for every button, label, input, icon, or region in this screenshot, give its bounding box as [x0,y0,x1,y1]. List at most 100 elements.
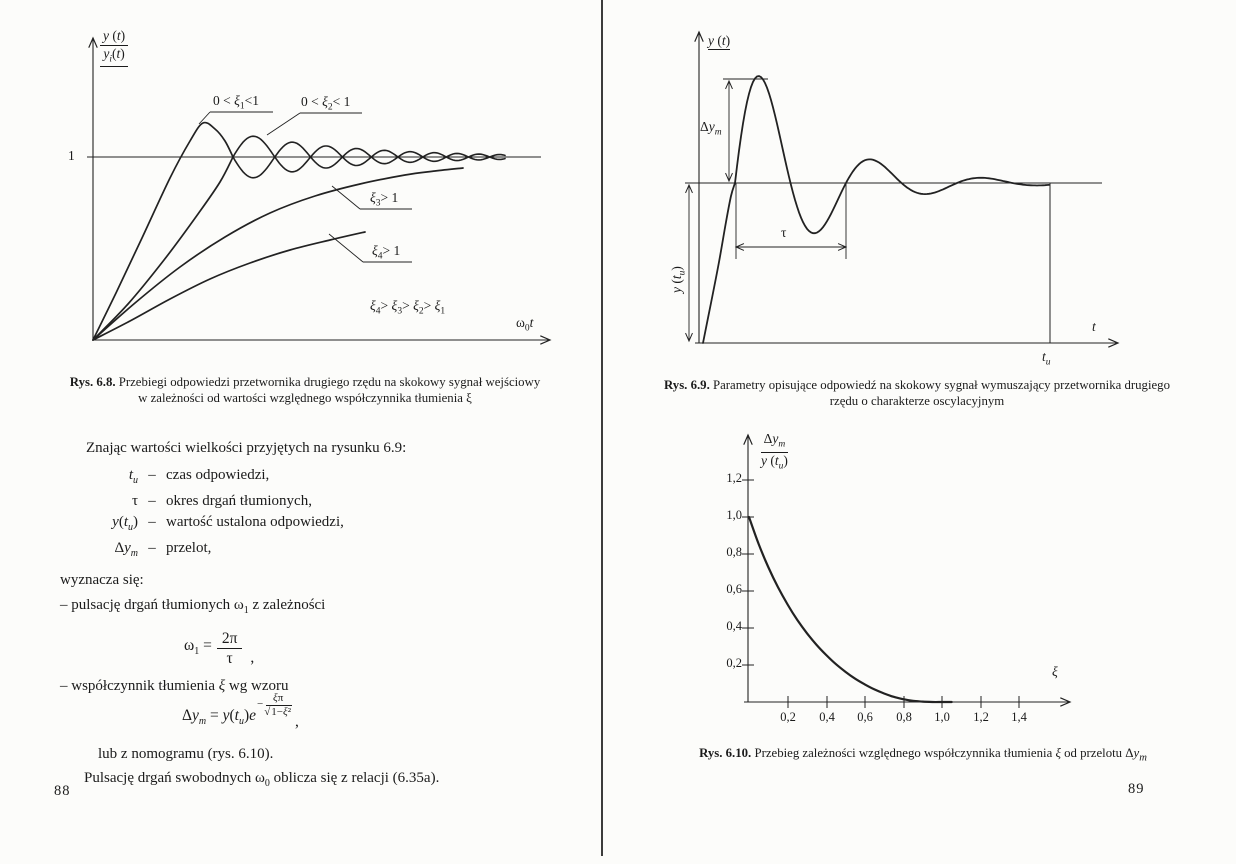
formula-przelot-lhs: Δym = y(tu)e [182,707,257,728]
caption-text: Przebieg zależności względnego współczyn… [751,746,1147,764]
definition-symbol: tu [128,467,138,486]
y-axis-label: y (t) [708,33,731,51]
y-tick-label: 0,2 [726,656,742,670]
fraction-numerator: 2π [216,629,243,649]
figure-6-9-canvas [685,30,1120,348]
exponent-fraction: ξπ √1−ξ² [264,692,293,718]
definition-row: Δym – przelot, [60,538,540,564]
response-curve-oscillation [734,75,1050,235]
label-leader-line [331,185,361,210]
x-axis-label: ξ [1052,664,1058,679]
y-axis-label: Δym y (tu) [758,431,791,472]
y-tick-label: 0,8 [726,545,742,559]
label-leader-line [328,233,364,263]
formula-comma: , [250,649,255,666]
caption-number: Rys. 6.8. [69,375,116,389]
formula-omega1: ω1 = 2π τ , [184,629,540,668]
caption-rys-6-8: Rys. 6.8. Przebiegi odpowiedzi przetworn… [58,375,552,406]
curve-xi1-oscillation [232,141,506,179]
curve-xi3 [92,167,464,341]
definition-row: y(tu) – wartość ustalona odpowiedzi, [60,512,540,538]
curve-xi2-oscillation [232,135,506,173]
nomogram-curve [747,515,953,704]
figure-6-9: y (t) Δym τ y (tu) t tu [640,10,1150,378]
definition-row: τ – okres drgań tłumionych, [60,491,540,512]
caption-rys-6-9: Rys. 6.9. Parametry opisujące odpowiedź … [628,378,1206,409]
definition-symbol: τ [131,493,138,509]
y-tick-label: 0,6 [726,582,742,596]
curve-xi4 [92,231,366,341]
x-tick-label: 0,8 [896,710,912,724]
formula-omega1-lhs: ω1 = [184,636,212,658]
response-curve-rise [702,182,736,344]
definition-dash: – [148,493,156,509]
exponent-minus: − [257,698,264,711]
caption-text-line2: rzędu o charakterze oscylacyjnym [829,393,1005,408]
caption-text-line2: w zależności od wartości względnego wspó… [138,390,472,405]
figure-6-10-canvas [742,433,1072,708]
bullet-pulsacja: – pulsację drgań tłumionych ω1 z zależno… [60,597,326,616]
definition-desc: czas odpowiedzi, [166,467,270,483]
caption-number: Rys. 6.9. [664,378,710,392]
inequality-annotation: ξ4> ξ3> ξ2> ξ1 [370,298,446,317]
curve-label-xi4: ξ4> 1 [372,243,401,262]
axis-label-denominator: y (tu) [761,452,788,472]
curve-xi1-rise [92,121,234,341]
exponent-numerator: ξπ [266,692,291,706]
x-tick-label: 0,4 [819,710,835,724]
y-tick-label: 1,0 [726,508,742,522]
definition-list: tu – czas odpowiedzi, τ – okres drgań tłumion… [60,465,540,564]
caption-text-line1: Przebiegi odpowiedzi przetwornika drugie… [115,375,541,389]
axis-label-numerator: Δym [760,431,789,453]
body-text: Znając wartości wielkości przyjętych na … [60,438,540,794]
figure-6-8: 0 < ξ1<1 0 < ξ2< 1 ξ3> 1 ξ4> 1 ξ4> ξ3> ξ2> ξ… [60,10,565,362]
bullet-wspolczynnik: – współczynnik tłumienia ξ wg wzoru [60,678,289,694]
label-leader-line [198,111,211,125]
curve-label-xi1: 0 < ξ1<1 [213,93,260,112]
definition-symbol: Δym [114,540,138,559]
definition-desc: okres drgań tłumionych, [166,493,312,509]
page-fold-divider [601,0,603,856]
caption-number: Rys. 6.10. [699,746,752,760]
fraction-denominator: τ [226,650,233,667]
curve-xi2-rise [92,156,234,341]
x-tick-label: 0,6 [857,710,873,724]
curve-label-xi3: ξ3> 1 [370,190,399,209]
figure-6-8-canvas [87,36,552,345]
formula-comma: , [295,713,299,731]
time-axis-label: t [1092,319,1096,334]
label-leader-line [266,112,301,136]
definition-dash: – [148,540,156,556]
definition-row: tu – czas odpowiedzi, [60,465,540,491]
x-tick-label: 1,0 [934,710,950,724]
definition-desc: wartość ustalona odpowiedzi, [166,514,344,530]
x-tick-label: 1,2 [973,710,989,724]
period-label: τ [781,225,787,240]
page-number-left: 88 [54,783,71,799]
radicand: 1−ξ² [270,704,293,718]
x-tick-label: 1,4 [1011,710,1027,724]
unity-tick-label: 1 [68,148,75,163]
nomogram-line: lub z nomogramu (rys. 6.10). [98,746,274,763]
axis-label-denominator: yi(t) [100,46,128,68]
wyznacza-line: wyznacza się: [60,572,144,588]
last-line: Pulsację drgań swobodnych ω0 oblicza się… [84,770,440,790]
definition-dash: – [148,467,156,483]
fraction: 2π τ [216,629,243,668]
axis-label-numerator: y (t) [100,28,129,46]
settling-time-label: tu [1042,349,1051,368]
radical-sign: √ [264,705,271,718]
definition-desc: przelot, [166,540,212,556]
page-number-right: 89 [1128,781,1145,797]
y-tick-label: 0,4 [726,619,742,633]
definition-dash: – [148,514,156,530]
definition-symbol: y(tu) [112,514,138,533]
caption-rys-6-10: Rys. 6.10. Przebieg zależności względneg… [640,746,1206,766]
caption-text-line1: Parametry opisujące odpowiedź na skokowy… [709,378,1170,392]
overshoot-label: Δym [700,119,722,138]
y-axis-label: y (t) yi(t) [100,28,129,68]
figure-6-10: 1,2 1,0 0,8 0,6 0,4 0,2 0,2 0,4 0,6 0,8 1,0 1,2 1,4 ξ… [700,425,1140,737]
exponent-denominator: √1−ξ² [264,704,293,718]
y-tick-label: 1,2 [726,471,742,485]
